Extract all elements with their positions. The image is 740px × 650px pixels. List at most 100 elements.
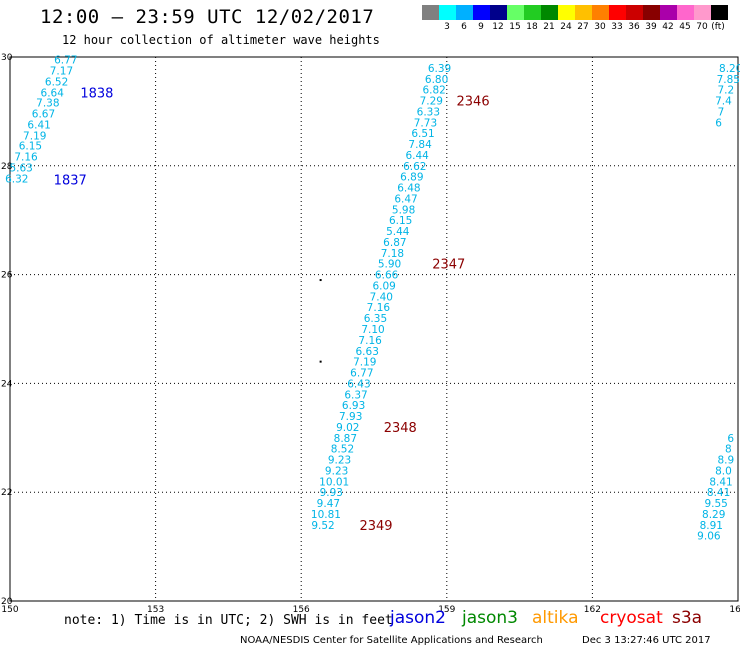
- wave-height-value: 7.93: [339, 411, 362, 423]
- wave-height-value: 7.29: [420, 96, 443, 108]
- lat-tick-label: 28: [1, 162, 13, 172]
- wave-height-color-legend: 3 6 9 12 15 18 21 24 27 30 33 36 39 42 45 70 (ft): [422, 5, 730, 37]
- legend-swatch: [558, 5, 575, 20]
- wave-height-value: 6.39: [428, 63, 451, 75]
- timestamp-text: Dec 3 13:27:46 UTC 2017: [582, 635, 711, 646]
- wave-height-value: 8.41: [709, 476, 732, 488]
- wave-height-value: 5.90: [378, 259, 401, 271]
- legend-label: 3: [444, 22, 450, 32]
- wave-height-value: 7.16: [358, 335, 382, 347]
- satellite-s3a: s3a: [672, 608, 703, 628]
- legend-swatch: [456, 5, 473, 20]
- legend-label: 70: [696, 22, 708, 32]
- pass-time-label: 2346: [457, 95, 490, 110]
- legend-swatch: [575, 5, 592, 20]
- map-frame: [9, 56, 739, 602]
- wave-height-value: 9.23: [328, 455, 351, 467]
- wave-height-value: 7.40: [370, 291, 393, 303]
- legend-label: 15: [509, 22, 521, 32]
- lat-tick-label: 22: [1, 488, 12, 498]
- legend-label: 36: [628, 22, 640, 32]
- wave-height-value: 8.29: [702, 509, 725, 521]
- legend-swatch: [609, 5, 626, 20]
- wave-height-value: 9.23: [325, 465, 348, 477]
- legend-swatch: [473, 5, 490, 20]
- legend-label: 12: [492, 22, 504, 32]
- legend-label: 45: [679, 22, 691, 32]
- wave-height-value: 6.80: [425, 74, 448, 86]
- lon-tick-label: 150: [1, 605, 18, 615]
- wave-height-value: 6.44: [405, 150, 429, 162]
- lon-tick-label: 165: [729, 605, 740, 615]
- legend-label: 9: [478, 22, 484, 32]
- wave-height-value: 7.84: [408, 139, 432, 151]
- page-title: 12:00 – 23:59 UTC 12/02/2017: [40, 6, 375, 28]
- wave-height-value: 8.0: [715, 465, 732, 477]
- wave-height-value: 6.15: [19, 141, 42, 153]
- wave-height-value: 6.82: [422, 85, 445, 97]
- legend-label: 21: [543, 22, 555, 32]
- footer-note: note: 1) Time is in UTC; 2) SWH is in fe…: [64, 613, 393, 628]
- lat-tick-label: 30: [1, 53, 13, 63]
- wave-height-value: 6.51: [411, 128, 434, 140]
- wave-height-value: 8.9: [718, 455, 735, 467]
- pass-time-label: 2348: [384, 421, 417, 436]
- legend-label: 30: [594, 22, 606, 32]
- legend-swatch: [626, 5, 643, 20]
- wave-height-value: 7.2: [718, 85, 735, 97]
- legend-swatch: [439, 5, 456, 20]
- wave-height-value: 7.16: [367, 302, 391, 314]
- wave-height-value: 6.62: [403, 161, 426, 173]
- wave-height-value: 9.47: [317, 498, 340, 510]
- wave-height-value: 6.48: [397, 183, 420, 195]
- wave-height-value: 6.63: [356, 346, 379, 358]
- wave-height-value: 8.87: [334, 433, 357, 445]
- wave-height-value: 5.63: [9, 162, 32, 174]
- island-dot: [319, 279, 322, 282]
- wave-height-value: 7.38: [36, 98, 59, 110]
- legend-label: 24: [560, 22, 572, 32]
- satellite-altika: altika: [532, 608, 579, 628]
- wave-height-value: 9.06: [697, 531, 721, 543]
- island-dot: [319, 360, 322, 363]
- wave-height-value: 6.35: [364, 313, 387, 325]
- wave-height-value: 9.52: [311, 520, 334, 532]
- wave-height-value: 7.10: [361, 324, 384, 336]
- legend-label: 18: [526, 22, 538, 32]
- wave-height-value: 8.91: [700, 520, 723, 532]
- wave-height-value: 6.33: [417, 106, 440, 118]
- wave-height-value: 7.18: [381, 248, 404, 260]
- wave-height-value: 6.15: [389, 215, 412, 227]
- pass-time-label: 1838: [80, 86, 113, 101]
- wave-height-value: 6.43: [347, 378, 370, 390]
- wave-height-value: 5.98: [392, 204, 415, 216]
- wave-height-value: 6.67: [32, 109, 55, 121]
- credit-text: NOAA/NESDIS Center for Satellite Applica…: [240, 635, 543, 646]
- wave-height-value: 6.64: [41, 87, 65, 99]
- lon-tick-label: 156: [293, 605, 310, 615]
- wave-height-value: 6: [727, 433, 734, 445]
- wave-height-value: 7.19: [353, 357, 376, 369]
- lon-tick-label: 162: [584, 605, 601, 615]
- wave-height-value: 10.81: [311, 509, 341, 521]
- wave-height-value: 6.77: [350, 368, 373, 380]
- legend-swatch: [643, 5, 660, 20]
- legend-unit: (ft): [711, 22, 725, 32]
- legend-label: 33: [611, 22, 623, 32]
- legend-swatch: [677, 5, 694, 20]
- legend-swatch: [660, 5, 677, 20]
- legend-swatch: [694, 5, 711, 20]
- legend-swatch: [490, 5, 507, 20]
- wave-height-value: 8: [725, 444, 732, 456]
- pass-time-label: 2347: [432, 258, 465, 273]
- legend-label: 39: [645, 22, 657, 32]
- wave-height-value: 7.17: [50, 66, 73, 78]
- wave-height-value: 6.52: [45, 76, 68, 88]
- wave-height-value: 7: [718, 106, 725, 118]
- lon-tick-label: 159: [438, 605, 455, 615]
- wave-height-value: 6.87: [383, 237, 406, 249]
- legend-label: 27: [577, 22, 589, 32]
- wave-height-value: 9.55: [704, 498, 727, 510]
- pass-time-label: 1837: [54, 173, 87, 188]
